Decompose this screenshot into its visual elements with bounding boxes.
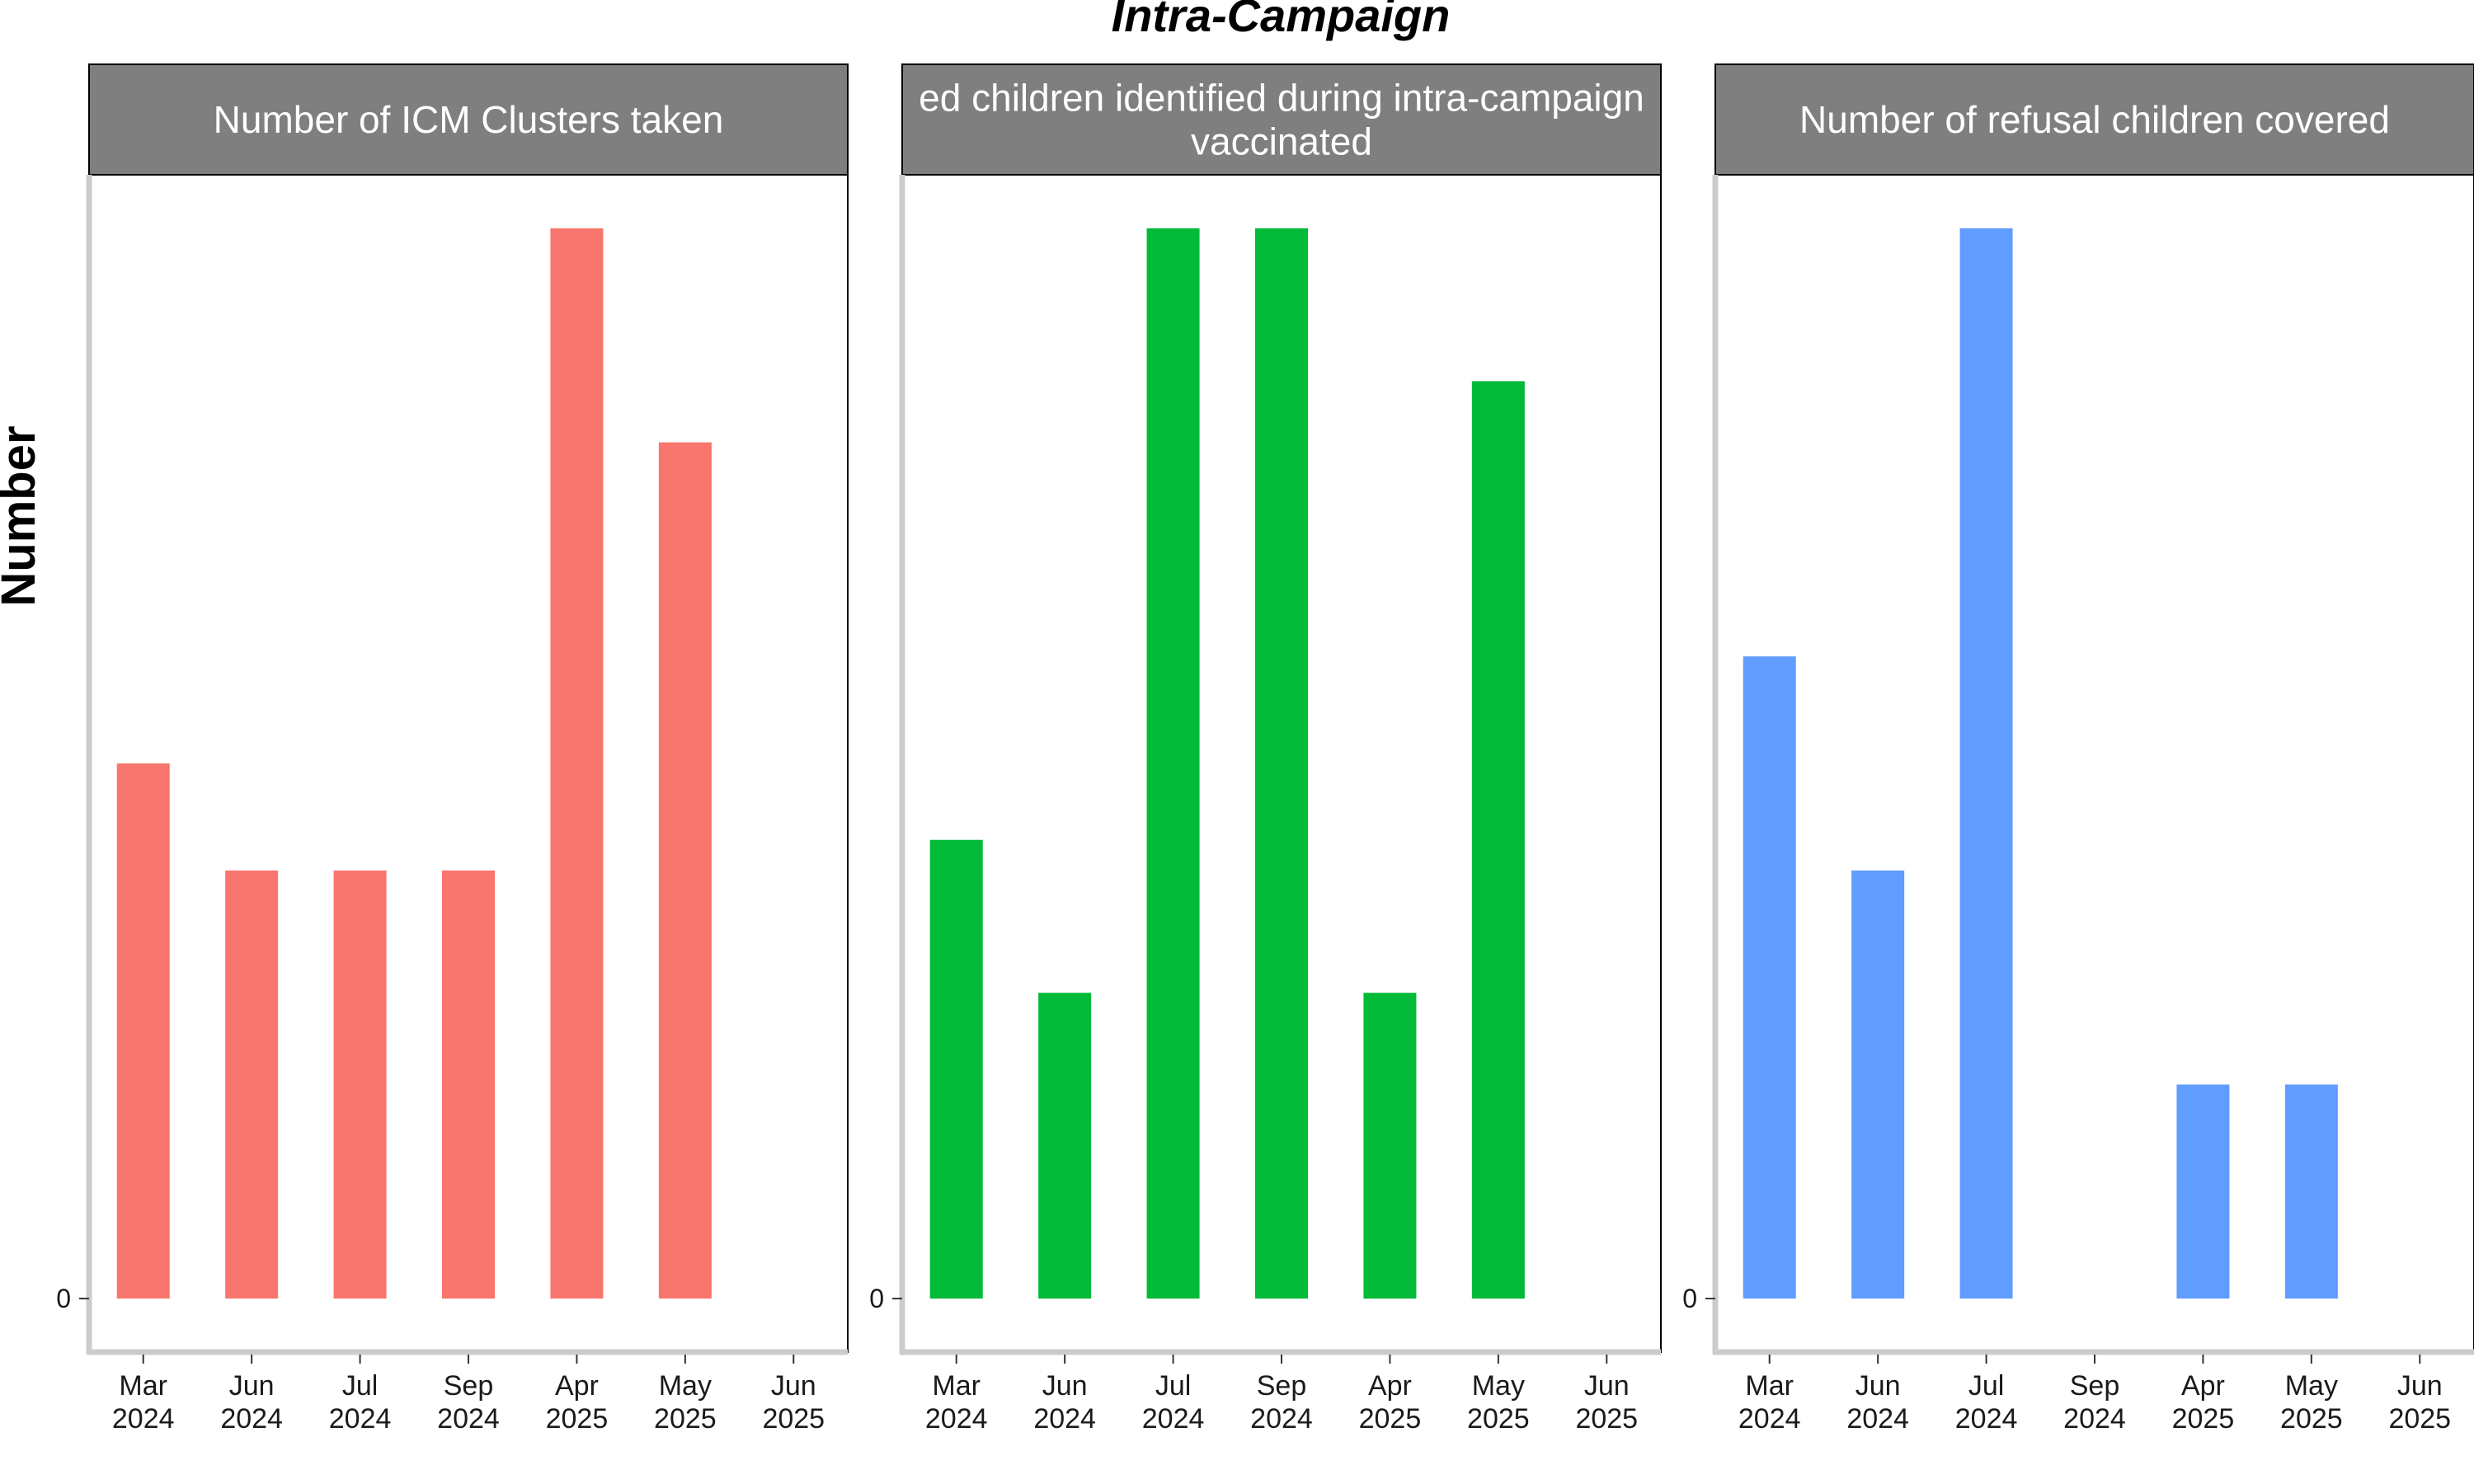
x-tick-label: Jun 2024 <box>220 1370 283 1435</box>
x-tick-label: Mar 2024 <box>112 1370 175 1435</box>
bar <box>1038 993 1092 1299</box>
facet-strip <box>901 63 1662 176</box>
bar <box>1471 381 1525 1299</box>
bar <box>658 442 712 1299</box>
bar <box>1146 228 1200 1299</box>
y-axis-label: Number <box>0 425 45 606</box>
facet-panel: ed children identified during intra-camp… <box>869 63 1662 1435</box>
bar <box>225 870 279 1299</box>
x-tick-label: Jul 2024 <box>1955 1370 2018 1435</box>
bar <box>1363 993 1417 1299</box>
y-tick-label: 0 <box>869 1284 884 1313</box>
facet-strip-title: Number of refusal children covered <box>1799 98 2390 141</box>
x-tick-label: May 2025 <box>2280 1370 2343 1435</box>
bar <box>1959 228 2013 1299</box>
bar <box>2176 1084 2230 1299</box>
facet-panel: Number of ICM Clusters taken 0 Mar 2024 Jun 2… <box>56 63 849 1435</box>
x-tick-label: Jun 2024 <box>1033 1370 1096 1435</box>
x-tick-label: Apr 2025 <box>1359 1370 1422 1435</box>
bar <box>1851 870 1905 1299</box>
y-tick-label: 0 <box>56 1284 71 1313</box>
x-tick-label: Jun 2024 <box>1846 1370 1909 1435</box>
bar <box>550 228 604 1299</box>
panel-background <box>1714 174 2474 1353</box>
x-tick-label: Jun 2025 <box>1575 1370 1638 1435</box>
y-tick-label: 0 <box>1682 1284 1697 1313</box>
bar <box>1255 228 1308 1299</box>
bar <box>929 839 983 1299</box>
facet-strip <box>88 63 849 176</box>
x-tick-label: Mar 2024 <box>925 1370 988 1435</box>
x-tick-label: Jul 2024 <box>329 1370 392 1435</box>
bar <box>2284 1084 2338 1299</box>
x-tick-label: Jun 2025 <box>2388 1370 2451 1435</box>
facet-panel: Number of refusal children covered 0 Mar 20… <box>1682 63 2474 1435</box>
x-tick-label: Mar 2024 <box>1738 1370 1801 1435</box>
x-tick-label: Sep 2024 <box>437 1370 500 1435</box>
x-tick-label: Sep 2024 <box>2063 1370 2126 1435</box>
x-tick-label: Sep 2024 <box>1250 1370 1313 1435</box>
x-tick-label: Jun 2025 <box>762 1370 825 1435</box>
facet-strip-title: vaccinated <box>1191 120 1372 163</box>
x-tick-label: Apr 2025 <box>2172 1370 2235 1435</box>
bar <box>333 870 387 1299</box>
chart-title: Intra-Campaign <box>1112 0 1451 41</box>
facet-strip-title: Number of ICM Clusters taken <box>214 98 724 141</box>
bar <box>1743 656 1796 1299</box>
bar <box>442 870 495 1299</box>
facet-panels: Number of ICM Clusters taken 0 Mar 2024 Jun 2… <box>56 63 2474 1435</box>
x-tick-label: Jul 2024 <box>1142 1370 1205 1435</box>
bar <box>116 763 170 1299</box>
facet-strip-title: ed children identified during intra-camp… <box>919 77 1644 120</box>
x-tick-label: Apr 2025 <box>546 1370 609 1435</box>
x-tick-label: May 2025 <box>1467 1370 1530 1435</box>
facet-strip <box>1714 63 2474 176</box>
x-tick-label: May 2025 <box>654 1370 717 1435</box>
